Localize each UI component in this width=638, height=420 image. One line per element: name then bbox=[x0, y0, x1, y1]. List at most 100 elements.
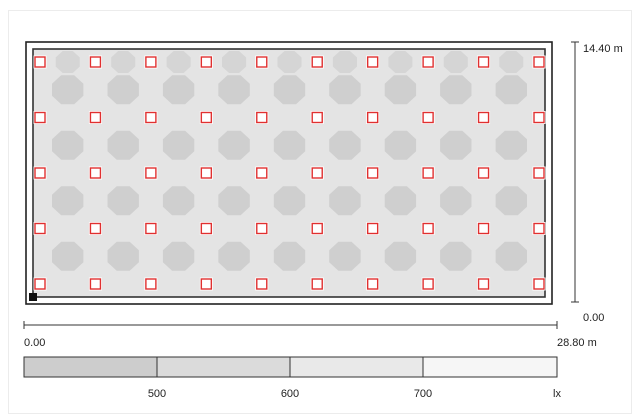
luminaire-grid bbox=[33, 55, 546, 291]
luminaire-symbol[interactable] bbox=[422, 111, 434, 124]
isolux-blob bbox=[222, 51, 247, 73]
isolux-blob bbox=[218, 75, 250, 105]
luminaire-symbol[interactable] bbox=[366, 56, 379, 68]
luminaire-symbol[interactable] bbox=[89, 56, 102, 68]
isolux-blob bbox=[384, 130, 417, 160]
isolux-blob bbox=[495, 241, 527, 271]
isolux-blob bbox=[440, 130, 472, 160]
x-zero-label: 0.00 bbox=[24, 337, 45, 349]
luminaire-symbol[interactable] bbox=[256, 222, 268, 235]
luminaire-symbol[interactable] bbox=[533, 167, 545, 179]
luminaire-symbol[interactable] bbox=[256, 167, 268, 179]
isolux-pattern bbox=[52, 51, 527, 271]
luminaire-symbol[interactable] bbox=[34, 111, 46, 124]
luminaire-symbol[interactable] bbox=[200, 56, 213, 68]
luminaire-symbol[interactable] bbox=[533, 222, 545, 235]
luminaire-symbol[interactable] bbox=[477, 278, 490, 290]
luminaire-symbol[interactable] bbox=[89, 222, 102, 235]
luminaire-symbol[interactable] bbox=[311, 167, 323, 179]
legend-tick-label: 600 bbox=[281, 388, 299, 400]
luminaire-symbol[interactable] bbox=[366, 278, 379, 290]
luminaire-symbol[interactable] bbox=[200, 278, 213, 290]
isolux-blob bbox=[495, 186, 527, 216]
luminaire-symbol[interactable] bbox=[422, 167, 434, 179]
isolux-blob bbox=[388, 51, 413, 73]
luminaire-symbol[interactable] bbox=[34, 56, 46, 68]
luminaire-symbol[interactable] bbox=[366, 111, 379, 124]
luminaire-symbol[interactable] bbox=[256, 56, 268, 68]
isolux-blob bbox=[273, 241, 306, 271]
luminaire-symbol[interactable] bbox=[533, 278, 545, 290]
isolux-blob bbox=[107, 241, 139, 271]
luminaire-symbol[interactable] bbox=[256, 278, 268, 290]
luminaire-symbol[interactable] bbox=[366, 222, 379, 235]
isolux-blob bbox=[273, 186, 306, 216]
isolux-blob bbox=[273, 130, 306, 160]
isolux-blob bbox=[384, 75, 417, 105]
luminaire-symbol[interactable] bbox=[477, 111, 490, 124]
isolux-blob bbox=[162, 130, 195, 160]
luminaire-symbol[interactable] bbox=[145, 167, 157, 179]
luminaire-symbol[interactable] bbox=[533, 56, 545, 68]
luminaire-symbol[interactable] bbox=[200, 167, 213, 179]
isolux-blob bbox=[440, 241, 472, 271]
luminaire-symbol[interactable] bbox=[145, 222, 157, 235]
luminaire-symbol[interactable] bbox=[533, 111, 545, 124]
legend-band-1 bbox=[23, 356, 158, 378]
isolux-blob bbox=[52, 186, 84, 216]
legend-unit-label: lx bbox=[553, 388, 561, 400]
legend-band-3 bbox=[289, 356, 424, 378]
luminaire-symbol[interactable] bbox=[311, 222, 323, 235]
luminaire-symbol[interactable] bbox=[256, 111, 268, 124]
isolux-blob bbox=[495, 75, 527, 105]
luminaire-symbol[interactable] bbox=[145, 278, 157, 290]
isolux-blob bbox=[107, 75, 139, 105]
illuminance-legend: 500 600 700 lx bbox=[23, 356, 561, 400]
legend-tick-label: 700 bbox=[414, 388, 432, 400]
isolux-blob bbox=[218, 186, 250, 216]
luminaire-symbol[interactable] bbox=[311, 56, 323, 68]
isolux-blob bbox=[499, 51, 524, 73]
luminaire-symbol[interactable] bbox=[366, 167, 379, 179]
isolux-blob bbox=[443, 51, 468, 73]
luminaire-symbol[interactable] bbox=[34, 167, 46, 179]
luminaire-symbol[interactable] bbox=[311, 111, 323, 124]
luminaire-symbol[interactable] bbox=[422, 278, 434, 290]
isolux-blob bbox=[218, 241, 250, 271]
luminaire-symbol[interactable] bbox=[89, 278, 102, 290]
luminaire-symbol[interactable] bbox=[422, 56, 434, 68]
isolux-blob bbox=[107, 186, 139, 216]
isolux-blob bbox=[107, 130, 139, 160]
isolux-blob bbox=[384, 241, 417, 271]
luminaire-symbol[interactable] bbox=[422, 222, 434, 235]
luminaire-symbol[interactable] bbox=[477, 167, 490, 179]
isolux-blob bbox=[329, 75, 361, 105]
luminaire-symbol[interactable] bbox=[200, 222, 213, 235]
luminaire-symbol[interactable] bbox=[34, 278, 46, 290]
isolux-blob bbox=[440, 75, 472, 105]
luminaire-symbol[interactable] bbox=[145, 111, 157, 124]
luminaire-symbol[interactable] bbox=[89, 111, 102, 124]
height-dimension bbox=[571, 41, 579, 303]
width-label: 28.80 m bbox=[557, 337, 597, 349]
isolux-blob bbox=[384, 186, 417, 216]
luminaire-symbol[interactable] bbox=[34, 222, 46, 235]
isolux-blob bbox=[218, 130, 250, 160]
isolux-blob bbox=[329, 130, 361, 160]
isolux-blob bbox=[273, 75, 306, 105]
y-zero-label: 0.00 bbox=[583, 312, 604, 324]
legend-tick-label: 500 bbox=[148, 388, 166, 400]
luminaire-symbol[interactable] bbox=[477, 222, 490, 235]
isolux-blob bbox=[111, 51, 136, 73]
legend-band-2 bbox=[156, 356, 291, 378]
isolux-blob bbox=[162, 75, 195, 105]
luminaire-symbol[interactable] bbox=[89, 167, 102, 179]
luminaire-symbol[interactable] bbox=[477, 56, 490, 68]
isolux-blob bbox=[52, 130, 84, 160]
luminaire-symbol[interactable] bbox=[311, 278, 323, 290]
isolux-blob bbox=[162, 186, 195, 216]
luminaire-symbol[interactable] bbox=[200, 111, 213, 124]
luminaire-symbol[interactable] bbox=[145, 56, 157, 68]
